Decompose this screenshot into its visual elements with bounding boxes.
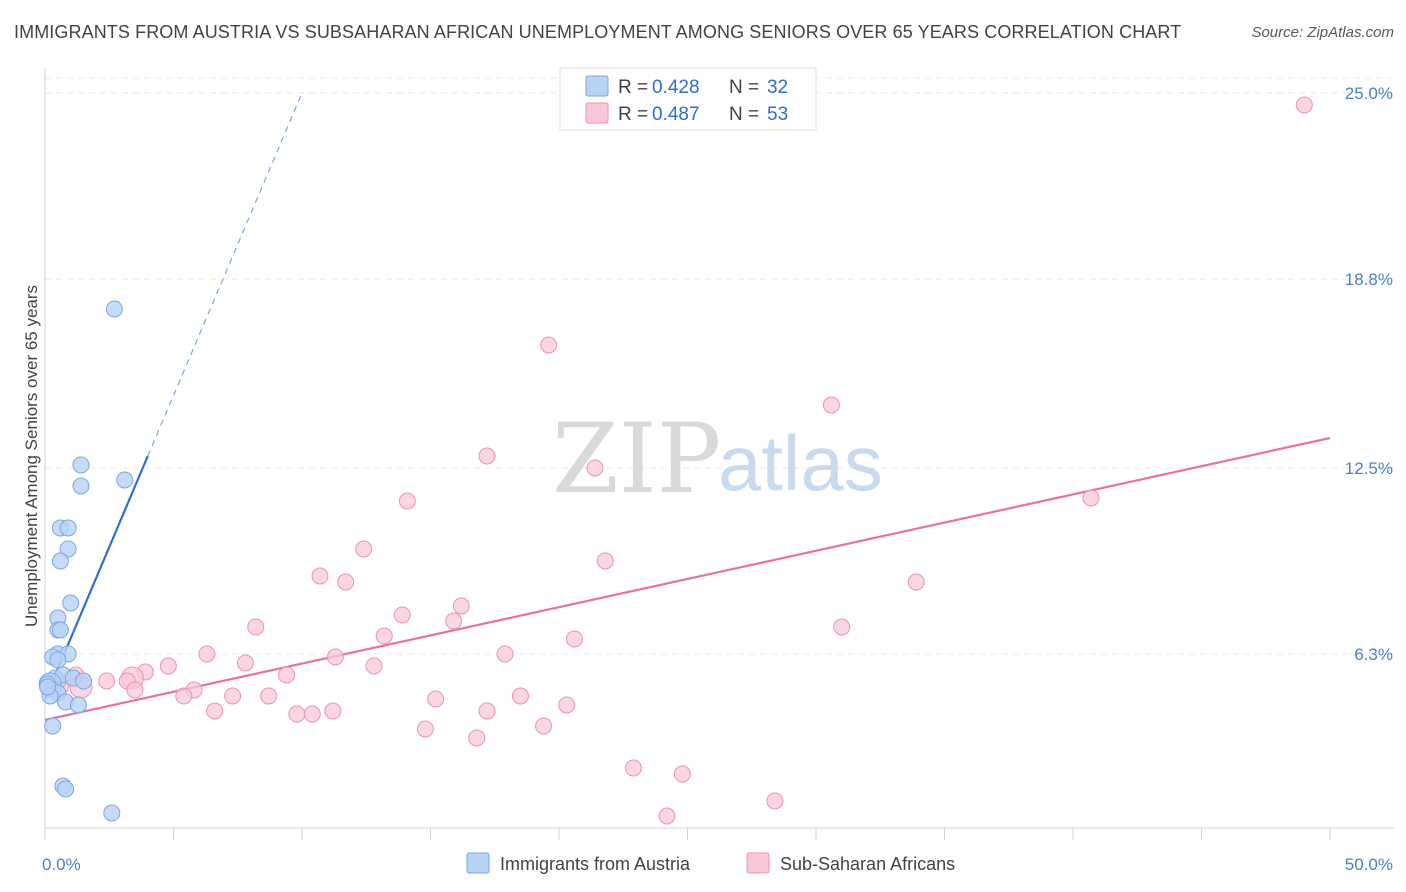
trend-line-subsaharan <box>44 436 1331 722</box>
point-austria <box>59 540 77 558</box>
point-subsaharan <box>375 627 393 645</box>
point-subsaharan <box>625 759 643 777</box>
point-austria <box>75 672 93 690</box>
point-subsaharan <box>766 792 784 810</box>
legend-r-label-1: R = <box>618 77 648 98</box>
bottom-legend-swatch-austria[interactable] <box>466 852 490 874</box>
trend-line-austria-extension <box>147 92 303 457</box>
legend-swatch-austria <box>585 75 609 97</box>
point-austria <box>51 552 69 570</box>
legend-r-value-1: 0.428 <box>652 77 700 98</box>
point-subsaharan <box>326 648 344 666</box>
y-tick-label: 6.3% <box>1354 645 1393 664</box>
x-tick-label-min: 0.0% <box>42 855 81 874</box>
legend-r-value-2: 0.487 <box>652 104 700 125</box>
point-austria <box>62 594 80 612</box>
point-austria <box>105 300 123 318</box>
legend-r-label-2: R = <box>618 104 648 125</box>
point-austria <box>49 651 67 669</box>
point-subsaharan <box>159 657 177 675</box>
point-subsaharan <box>236 654 254 672</box>
point-austria <box>116 471 134 489</box>
point-subsaharan <box>98 672 116 690</box>
point-subsaharan <box>565 630 583 648</box>
data-points <box>38 96 1313 825</box>
bottom-legend: Immigrants from Austria Sub-Saharan Afri… <box>466 852 955 874</box>
point-subsaharan <box>311 567 329 585</box>
point-subsaharan <box>511 687 529 705</box>
grid-lines <box>45 77 1394 655</box>
point-austria <box>44 717 62 735</box>
point-austria <box>39 678 57 696</box>
point-subsaharan <box>558 696 576 714</box>
point-subsaharan <box>596 552 614 570</box>
y-tick-label: 18.8% <box>1345 270 1393 289</box>
point-subsaharan <box>452 597 470 615</box>
point-austria <box>59 519 77 537</box>
y-tick-label: 12.5% <box>1345 459 1393 478</box>
point-austria <box>51 621 69 639</box>
point-subsaharan <box>1295 96 1313 114</box>
point-subsaharan <box>427 690 445 708</box>
watermark-zip: ZIP <box>552 403 721 515</box>
point-austria <box>69 696 87 714</box>
legend-n-value-1: 32 <box>767 77 788 98</box>
point-subsaharan <box>365 657 383 675</box>
point-subsaharan <box>224 687 242 705</box>
point-subsaharan <box>175 687 193 705</box>
bottom-legend-swatch-subsaharan[interactable] <box>746 852 770 874</box>
point-subsaharan <box>478 702 496 720</box>
point-subsaharan <box>658 807 676 825</box>
point-subsaharan <box>478 447 496 465</box>
point-subsaharan <box>673 765 691 783</box>
point-subsaharan <box>260 687 278 705</box>
legend-n-value-2: 53 <box>767 104 788 125</box>
point-subsaharan <box>126 681 144 699</box>
point-subsaharan <box>355 540 373 558</box>
point-subsaharan <box>1082 489 1100 507</box>
watermark: ZIP atlas <box>552 403 883 515</box>
point-subsaharan <box>445 612 463 630</box>
chart-source[interactable]: Source: ZipAtlas.com <box>1251 24 1394 41</box>
x-tick-label-max: 50.0% <box>1345 855 1393 874</box>
legend-box: R = 0.428 N = 32 R = 0.487 N = 53 <box>559 67 817 131</box>
point-subsaharan <box>247 618 265 636</box>
point-subsaharan <box>468 729 486 747</box>
point-subsaharan <box>324 702 342 720</box>
point-subsaharan <box>416 720 434 738</box>
legend-swatch-subsaharan <box>585 102 609 124</box>
point-subsaharan <box>206 702 224 720</box>
point-subsaharan <box>907 573 925 591</box>
point-subsaharan <box>535 717 553 735</box>
point-subsaharan <box>198 645 216 663</box>
bottom-legend-label-subsaharan[interactable]: Sub-Saharan Africans <box>780 854 955 874</box>
point-subsaharan <box>586 459 604 477</box>
y-axis-label: Unemployment Among Seniors over 65 years <box>22 285 41 627</box>
legend-n-label-2: N = <box>729 104 759 125</box>
point-austria <box>57 780 75 798</box>
point-subsaharan <box>337 573 355 591</box>
point-austria <box>103 804 121 822</box>
point-subsaharan <box>288 705 306 723</box>
chart-title: IMMIGRANTS FROM AUSTRIA VS SUBSAHARAN AF… <box>14 22 1182 42</box>
point-subsaharan <box>393 606 411 624</box>
legend-n-label-1: N = <box>729 77 759 98</box>
bottom-legend-label-austria[interactable]: Immigrants from Austria <box>500 854 691 874</box>
point-subsaharan <box>278 666 296 684</box>
point-subsaharan <box>833 618 851 636</box>
point-austria <box>72 456 90 474</box>
point-subsaharan <box>398 492 416 510</box>
point-subsaharan <box>303 705 321 723</box>
y-tick-label: 25.0% <box>1345 84 1393 103</box>
point-austria <box>72 477 90 495</box>
axes: 6.3% 12.5% 18.8% 25.0% 0.0% 50.0% <box>42 68 1394 874</box>
point-subsaharan <box>540 336 558 354</box>
point-subsaharan <box>822 396 840 414</box>
point-subsaharan <box>496 645 514 663</box>
watermark-atlas: atlas <box>718 419 883 507</box>
